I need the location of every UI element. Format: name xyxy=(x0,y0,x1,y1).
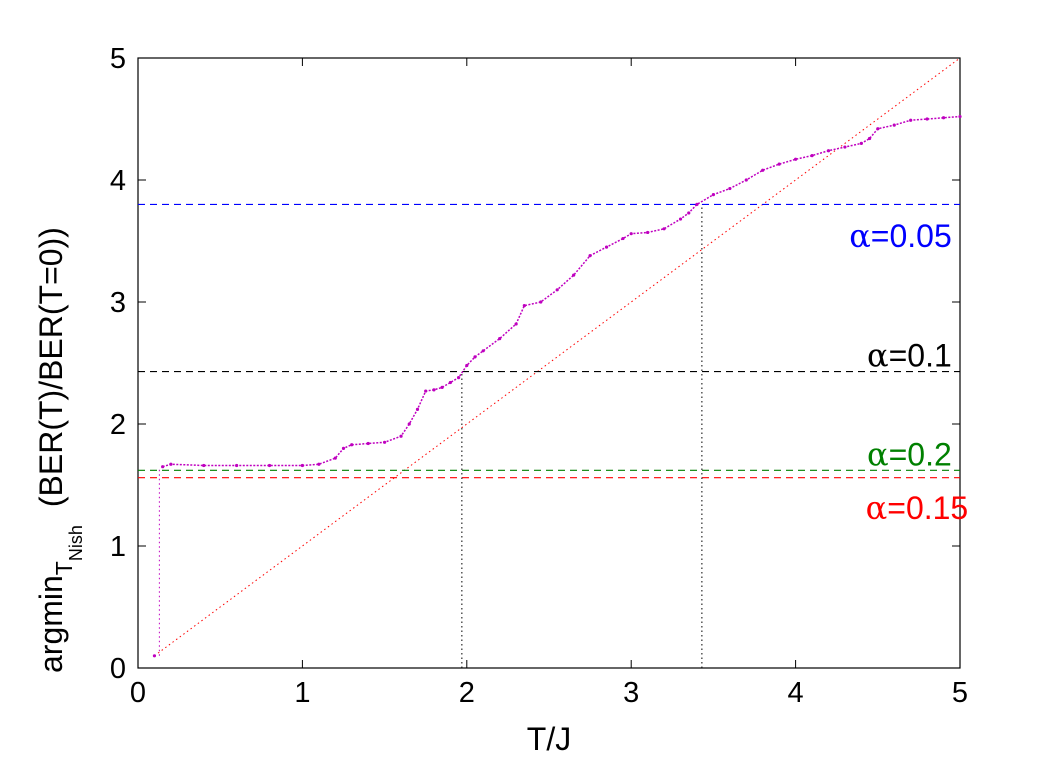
plot-area xyxy=(137,57,961,669)
curve-point-37 xyxy=(687,211,691,215)
annotation-alpha-02: α=0.2 xyxy=(867,435,952,473)
curve-point-49 xyxy=(867,136,872,141)
curve-point-7 xyxy=(317,462,321,466)
curve-point-52 xyxy=(909,118,913,122)
x-tick-label-3: 3 xyxy=(623,677,639,709)
curve-point-43 xyxy=(777,162,781,166)
annotation-greek: α xyxy=(867,435,889,473)
x-tick-label-2: 2 xyxy=(459,677,475,709)
annotation-greek: α xyxy=(867,337,889,375)
y-tick-label-3: 3 xyxy=(110,287,126,319)
curve-point-29 xyxy=(572,273,576,277)
annotation-value: =0.05 xyxy=(871,218,952,254)
curve-point-34 xyxy=(646,230,650,235)
y-axis-label-rest: (BER(T)/BER(T=0)) xyxy=(33,227,69,507)
curve-line xyxy=(162,115,961,468)
x-tick-label-4: 4 xyxy=(788,677,804,709)
y-tick-label-2: 2 xyxy=(110,409,126,441)
curve-point-51 xyxy=(892,123,896,127)
curve-point-38 xyxy=(695,202,699,206)
annotation-greek: α xyxy=(866,489,888,527)
curve-point-40 xyxy=(728,186,732,191)
curve-point-10 xyxy=(350,443,354,447)
curve-point-25 xyxy=(514,322,518,326)
y-tick-label-4: 4 xyxy=(110,165,126,197)
curve-point-23 xyxy=(481,349,485,353)
curve-point-11 xyxy=(366,441,370,446)
annotation-alpha-015: α=0.15 xyxy=(866,489,969,527)
y-tick-label-0: 0 xyxy=(110,653,126,685)
curve-point-22 xyxy=(473,355,477,359)
curve-point-33 xyxy=(629,232,633,236)
curve-point-9 xyxy=(341,446,346,450)
x-tick-label-0: 0 xyxy=(130,677,146,709)
diagonal-reference xyxy=(154,57,961,657)
annotation-value: =0.2 xyxy=(889,436,952,472)
curve-point-3 xyxy=(202,463,206,468)
curve-point-21 xyxy=(465,363,469,368)
curve-point-45 xyxy=(810,154,814,158)
curve-point-1 xyxy=(161,465,165,469)
annotation-greek: α xyxy=(849,217,871,255)
annotation-alpha-005: α=0.05 xyxy=(849,217,952,255)
curve-point-27 xyxy=(539,300,543,304)
x-tick-label-5: 5 xyxy=(952,677,968,709)
curve-point-28 xyxy=(555,288,559,292)
curve-point-35 xyxy=(662,227,666,231)
curve-point-31 xyxy=(604,245,609,249)
y-tick-label-5: 5 xyxy=(110,43,126,75)
curve-point-47 xyxy=(843,145,847,149)
curve-point-2 xyxy=(169,462,173,466)
curve-point-50 xyxy=(876,127,880,131)
curve-point-8 xyxy=(333,456,337,460)
curve-point-15 xyxy=(415,407,420,411)
axes-box xyxy=(137,57,961,669)
curve-point-17 xyxy=(432,388,436,392)
curve-point-20 xyxy=(456,376,461,380)
curve-point-42 xyxy=(761,168,765,172)
threshold-lines xyxy=(138,203,960,479)
curve-point-30 xyxy=(588,254,592,258)
curve-point-39 xyxy=(711,193,716,197)
curve-point-16 xyxy=(424,389,428,393)
curve-point-46 xyxy=(826,149,831,153)
curve-point-54 xyxy=(941,116,946,120)
annotations: α=0.05α=0.1α=0.2α=0.15 xyxy=(849,217,968,527)
y-axis-label-main: argmin xyxy=(33,575,69,673)
curve-point-0 xyxy=(152,654,157,658)
curve-point-32 xyxy=(621,236,625,241)
annotation-value: =0.1 xyxy=(889,338,952,374)
y-axis-label-sub1: T xyxy=(51,561,77,575)
curve-point-14 xyxy=(407,422,411,426)
annotation-alpha-01: α=0.1 xyxy=(867,337,952,375)
curve-point-53 xyxy=(925,117,929,121)
x-tick-label-1: 1 xyxy=(294,677,310,709)
diagonal-line xyxy=(154,57,961,657)
intersection-lines xyxy=(158,204,703,668)
curve-point-36 xyxy=(678,217,683,221)
curve-point-55 xyxy=(958,114,962,119)
curve-point-24 xyxy=(498,337,502,341)
x-axis-label: T/J xyxy=(527,721,571,757)
curve-point-26 xyxy=(522,304,526,308)
curve-point-19 xyxy=(448,380,452,385)
argmin-curve xyxy=(152,114,962,658)
y-axis-label: argminTNish (BER(T)/BER(T=0)) xyxy=(33,227,86,673)
curve-point-48 xyxy=(859,141,863,145)
curve-point-5 xyxy=(267,463,272,468)
y-axis-label-sub2: Nish xyxy=(66,525,86,561)
annotation-value: =0.15 xyxy=(887,490,968,526)
axis-ticks: 0 1 2 3 4 5 0 1 2 3 4 5 xyxy=(110,43,968,709)
curve-point-13 xyxy=(399,434,403,438)
curve-point-4 xyxy=(235,463,239,468)
curve-point-6 xyxy=(300,463,304,468)
curve-point-41 xyxy=(744,178,748,182)
y-tick-label-1: 1 xyxy=(110,531,126,563)
curve-point-44 xyxy=(794,157,798,161)
curve-point-12 xyxy=(383,440,387,444)
curve-point-18 xyxy=(440,385,444,389)
